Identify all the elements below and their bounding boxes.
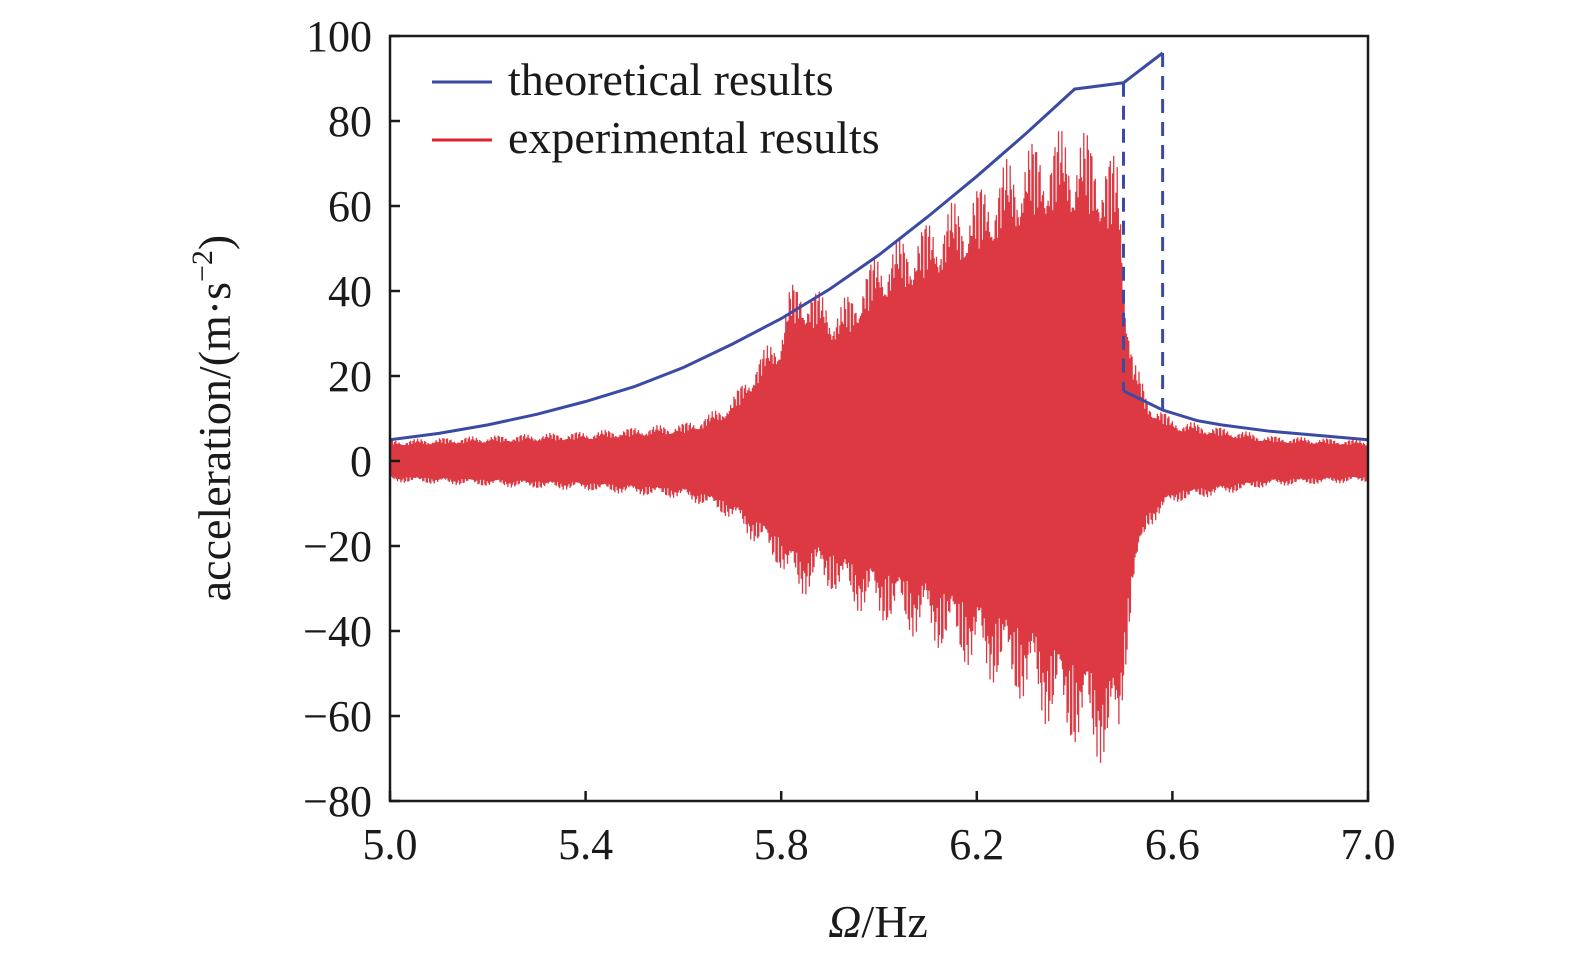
plot-frame (388, 34, 1370, 803)
y-axis-label: acceleration/(m·s (189, 282, 240, 601)
series-experimental-line (390, 131, 1368, 763)
y-tick-label: 20 (328, 352, 372, 401)
x-tick-label: 6.2 (949, 820, 1004, 869)
plot-area (390, 51, 1368, 763)
legend: theoretical results experimental results (432, 54, 880, 163)
legend-label-experimental: experimental results (508, 112, 880, 163)
y-tick-label: 40 (328, 267, 372, 316)
x-axis-unit: /Hz (861, 896, 927, 947)
y-tick-label: 0 (350, 437, 372, 486)
x-axis-title: Ω/Hz (828, 896, 928, 947)
x-tick-label: 5.0 (363, 820, 418, 869)
y-tick-label: 60 (328, 182, 372, 231)
x-tick-label: 7.0 (1341, 820, 1396, 869)
y-tick-label: 80 (328, 97, 372, 146)
x-tick-label: 6.6 (1145, 820, 1200, 869)
y-axis-exponent: −2 (186, 250, 219, 282)
series-theoretical-upper-branch (390, 51, 1164, 442)
y-tick-label: 100 (306, 12, 372, 61)
y-axis-close: ) (189, 235, 240, 250)
legend-label-theoretical: theoretical results (508, 54, 834, 105)
x-axis-symbol: Ω (828, 896, 861, 947)
y-axis-title: acceleration/(m·s−2) (186, 235, 240, 602)
y-tick-label: −80 (303, 777, 372, 826)
x-tick-label: 5.4 (558, 820, 613, 869)
y-tick-label: −60 (303, 692, 372, 741)
y-tick-label: −20 (303, 522, 372, 571)
x-tick-label: 5.8 (754, 820, 809, 869)
axes: 5.0 5.4 5.8 6.2 6.6 7.0 100 80 60 40 20 0 −20 −40 −60 −… (303, 12, 1395, 869)
y-tick-label: −40 (303, 607, 372, 656)
